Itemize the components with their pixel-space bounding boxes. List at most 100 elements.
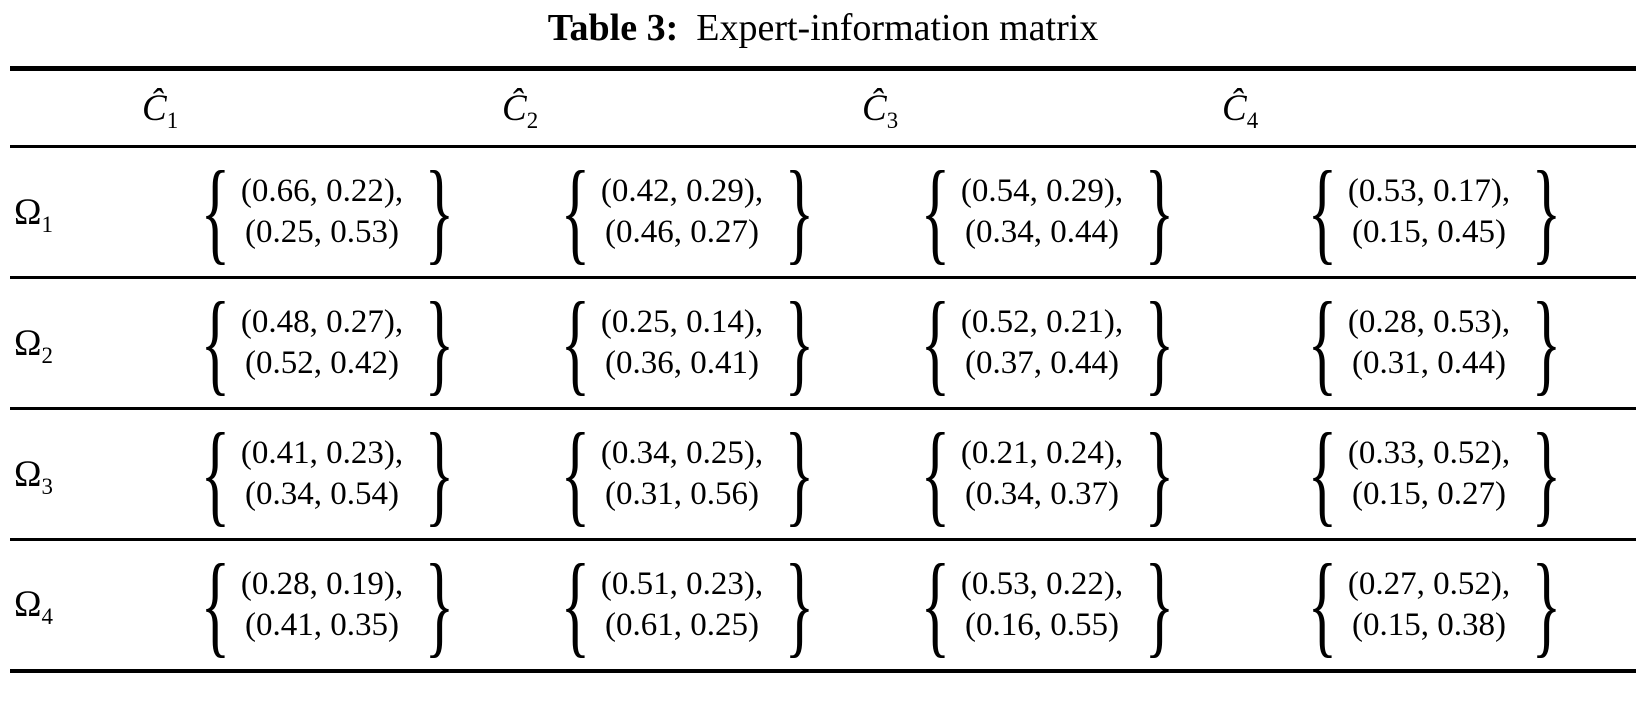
pair-line: (0.21, 0.24), [960, 434, 1124, 471]
pair-line: (0.51, 0.23), [600, 565, 764, 602]
matrix-cell: {(0.25, 0.14), (0.36, 0.41)} [502, 278, 862, 409]
pair-line: (0.41, 0.35) [245, 606, 399, 643]
pair-line: (0.33, 0.52), [1347, 434, 1511, 471]
right-brace: } [424, 410, 455, 538]
row-label-subscript: 2 [41, 342, 53, 368]
row-label-symbol: Ω [14, 191, 42, 233]
right-brace: } [784, 410, 815, 538]
pair-line: (0.16, 0.55) [965, 606, 1119, 643]
left-brace: { [1307, 148, 1338, 276]
matrix-cell: {(0.27, 0.52), (0.15, 0.38)} [1222, 540, 1636, 671]
right-brace: } [1144, 279, 1175, 407]
matrix-cell: {(0.33, 0.52), (0.15, 0.27)} [1222, 409, 1636, 540]
matrix-cell: {(0.66, 0.22), (0.25, 0.53)} [142, 147, 502, 278]
pair-line: (0.34, 0.44) [965, 214, 1119, 250]
pair-line: (0.37, 0.44) [965, 345, 1119, 381]
right-brace: } [1531, 148, 1562, 276]
left-brace: { [1307, 410, 1338, 538]
header-row: Ĉ1 Ĉ2 Ĉ3 Ĉ4 [10, 69, 1636, 147]
left-brace: { [560, 541, 591, 668]
matrix-cell: {(0.21, 0.24), (0.34, 0.37)} [862, 409, 1222, 540]
pair-line: (0.25, 0.14), [600, 303, 764, 340]
row-label-subscript: 1 [41, 211, 53, 237]
col-header-subscript: 4 [1246, 107, 1259, 133]
matrix-cell: {(0.53, 0.17), (0.15, 0.45)} [1222, 147, 1636, 278]
right-brace: } [424, 541, 455, 668]
expert-information-matrix-table: Ĉ1 Ĉ2 Ĉ3 Ĉ4 Ω1 {(0.66, 0.22), (0.25, 0.53… [10, 66, 1636, 673]
right-brace: } [1531, 410, 1562, 538]
matrix-cell: {(0.53, 0.22), (0.16, 0.55)} [862, 540, 1222, 671]
col-header-c1: Ĉ1 [142, 69, 502, 147]
right-brace: } [784, 148, 815, 276]
col-header-subscript: 3 [886, 107, 899, 133]
left-brace: { [1307, 279, 1338, 407]
pair-line: (0.15, 0.38) [1352, 606, 1506, 643]
pair-line: (0.27, 0.52), [1347, 565, 1511, 602]
matrix-cell: {(0.52, 0.21), (0.37, 0.44)} [862, 278, 1222, 409]
left-brace: { [560, 279, 591, 407]
right-brace: } [1144, 148, 1175, 276]
row-label-omega2: Ω2 [10, 278, 142, 409]
matrix-cell: {(0.48, 0.27), (0.52, 0.42)} [142, 278, 502, 409]
left-brace: { [200, 279, 231, 407]
pair-line: (0.15, 0.45) [1352, 214, 1506, 250]
table-row-omega3: Ω3 {(0.41, 0.23), (0.34, 0.54)} {(0.34, 0… [10, 409, 1636, 540]
pair-line: (0.53, 0.22), [960, 565, 1124, 602]
left-brace: { [920, 148, 951, 276]
left-brace: { [560, 410, 591, 538]
col-header-symbol: Ĉ [1222, 87, 1247, 129]
col-header-symbol: Ĉ [502, 87, 527, 129]
pair-line: (0.53, 0.17), [1347, 172, 1511, 209]
pair-line: (0.66, 0.22), [240, 172, 404, 209]
right-brace: } [424, 279, 455, 407]
pair-line: (0.31, 0.44) [1352, 345, 1506, 381]
matrix-cell: {(0.51, 0.23), (0.61, 0.25)} [502, 540, 862, 671]
table-row-omega4: Ω4 {(0.28, 0.19), (0.41, 0.35)} {(0.51, 0… [10, 540, 1636, 671]
pair-line: (0.28, 0.19), [240, 565, 404, 602]
right-brace: } [784, 279, 815, 407]
table-caption: Table 3: Expert-information matrix [0, 0, 1646, 66]
right-brace: } [424, 148, 455, 276]
left-brace: { [200, 148, 231, 276]
right-brace: } [1144, 541, 1175, 668]
table-row-omega2: Ω2 {(0.48, 0.27), (0.52, 0.42)} {(0.25, 0… [10, 278, 1636, 409]
matrix-cell: {(0.28, 0.53), (0.31, 0.44)} [1222, 278, 1636, 409]
row-label-symbol: Ω [14, 322, 42, 364]
row-label-omega4: Ω4 [10, 540, 142, 671]
pair-line: (0.25, 0.53) [245, 214, 399, 250]
left-brace: { [560, 148, 591, 276]
matrix-cell: {(0.28, 0.19), (0.41, 0.35)} [142, 540, 502, 671]
row-label-subscript: 4 [41, 604, 53, 630]
left-brace: { [920, 279, 951, 407]
left-brace: { [200, 541, 231, 668]
right-brace: } [784, 541, 815, 668]
pair-line: (0.34, 0.54) [245, 476, 399, 512]
col-header-subscript: 2 [526, 107, 539, 133]
row-label-omega3: Ω3 [10, 409, 142, 540]
pair-line: (0.15, 0.27) [1352, 476, 1506, 512]
col-header-symbol: Ĉ [142, 87, 167, 129]
right-brace: } [1144, 410, 1175, 538]
pair-line: (0.46, 0.27) [605, 214, 759, 250]
pair-line: (0.34, 0.25), [600, 434, 764, 471]
col-header-symbol: Ĉ [862, 87, 887, 129]
table-row-omega1: Ω1 {(0.66, 0.22), (0.25, 0.53)} {(0.42, 0… [10, 147, 1636, 278]
left-brace: { [920, 541, 951, 668]
pair-line: (0.28, 0.53), [1347, 303, 1511, 340]
table-caption-label: Table 3: [547, 7, 679, 49]
pair-line: (0.42, 0.29), [600, 172, 764, 209]
row-label-omega1: Ω1 [10, 147, 142, 278]
left-brace: { [200, 410, 231, 538]
matrix-cell: {(0.34, 0.25), (0.31, 0.56)} [502, 409, 862, 540]
row-label-symbol: Ω [14, 584, 42, 626]
right-brace: } [1531, 541, 1562, 668]
col-header-c2: Ĉ2 [502, 69, 862, 147]
pair-line: (0.34, 0.37) [965, 476, 1119, 512]
matrix-cell: {(0.54, 0.29), (0.34, 0.44)} [862, 147, 1222, 278]
pair-line: (0.52, 0.42) [245, 345, 399, 381]
pair-line: (0.31, 0.56) [605, 476, 759, 512]
corner-cell [10, 69, 142, 147]
row-label-symbol: Ω [14, 453, 42, 495]
pair-line: (0.52, 0.21), [960, 303, 1124, 340]
left-brace: { [920, 410, 951, 538]
